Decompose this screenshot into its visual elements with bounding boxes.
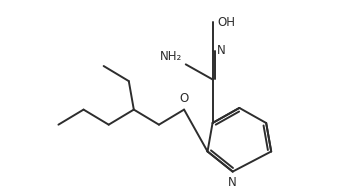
- Text: NH₂: NH₂: [160, 50, 182, 63]
- Text: N: N: [217, 45, 226, 57]
- Text: OH: OH: [217, 16, 235, 29]
- Text: N: N: [228, 176, 237, 189]
- Text: O: O: [179, 92, 189, 105]
